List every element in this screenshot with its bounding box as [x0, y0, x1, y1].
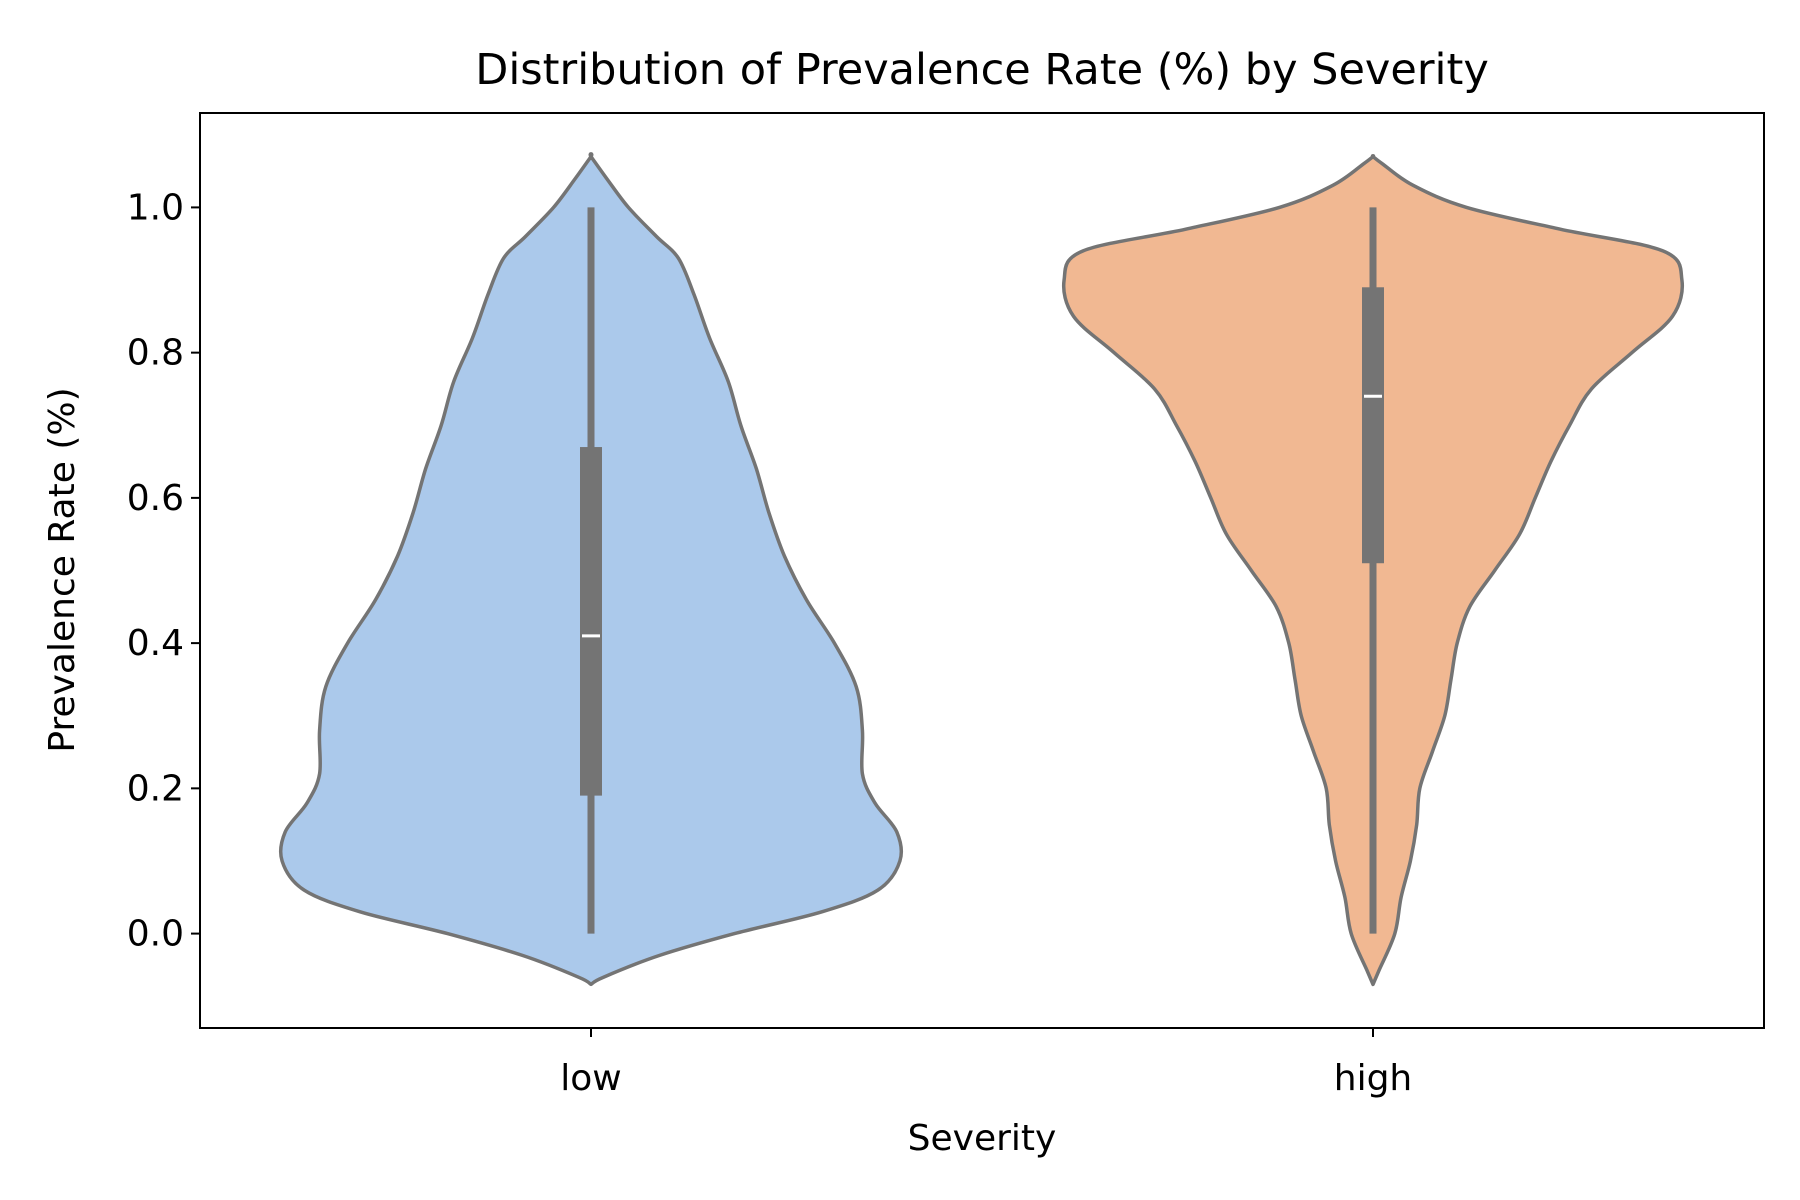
y-tick-label: 0.0 — [127, 914, 184, 955]
y-axis-ticks: 0.0 0.2 0.4 0.6 0.8 1.0 — [127, 187, 200, 955]
y-tick-label: 0.6 — [127, 478, 184, 519]
y-tick-label: 1.0 — [127, 187, 184, 228]
x-axis-ticks: low high — [560, 1028, 1412, 1099]
x-tick-label-high: high — [1334, 1058, 1413, 1099]
y-tick-label: 0.2 — [127, 768, 184, 809]
violins-layer — [278, 152, 1685, 987]
y-tick-label: 0.4 — [127, 623, 184, 664]
chart-title: Distribution of Prevalence Rate (%) by S… — [475, 45, 1489, 95]
violin-iqr-box-high — [1362, 287, 1384, 564]
x-axis-label: Severity — [908, 1118, 1057, 1159]
violin-high — [1061, 153, 1685, 987]
plot-area-frame — [199, 112, 1765, 1029]
x-tick-label-low: low — [560, 1058, 621, 1099]
y-axis-label: Prevalence Rate (%) — [42, 387, 83, 752]
y-tick-label: 0.8 — [127, 333, 184, 374]
violin-iqr-box-low — [580, 447, 602, 796]
violin-low — [278, 152, 904, 987]
